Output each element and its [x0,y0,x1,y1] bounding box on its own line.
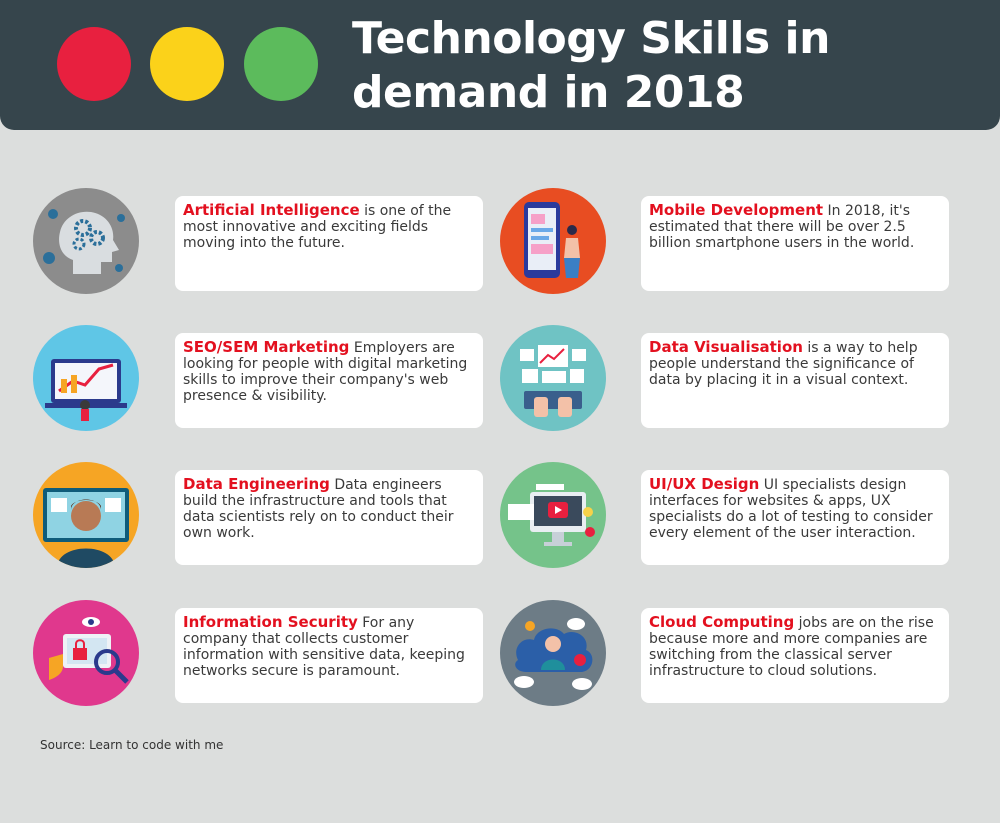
card-data-engineering: Data Engineering Data engineers build th… [175,470,483,565]
card-cloud: Cloud Computing jobs are on the rise bec… [641,608,949,703]
card-info-security: Information Security For any company tha… [175,608,483,703]
card-title: UI/UX Design [649,475,760,493]
title-line-1: Technology Skills in [352,13,830,64]
card-text: is a way to help people understand the s… [649,340,918,388]
card-text: Data engineers build the infrastructure … [183,477,454,541]
cloud-network-icon [500,600,606,706]
card-mobile: Mobile Development In 2018, it's estimat… [641,196,949,291]
header-bar: Technology Skills in demand in 2018 [0,0,1000,130]
card-title: Information Security [183,613,358,631]
card-dataviz: Data Visualisation is a way to help peop… [641,333,949,428]
dashboard-keyboard-icon [500,325,606,431]
card-title: Data Engineering [183,475,330,493]
card-text: UI specialists design interfaces for web… [649,477,933,541]
card-title: Data Visualisation [649,338,803,356]
page-title: Technology Skills in demand in 2018 [352,12,992,120]
smartphone-user-icon [500,188,606,294]
card-text: For any company that collects customer i… [183,615,465,679]
yellow-circle-icon [150,27,224,101]
card-title: Cloud Computing [649,613,795,631]
title-line-2: demand in 2018 [352,67,745,118]
card-uiux: UI/UX Design UI specialists design inter… [641,470,949,565]
green-circle-icon [244,27,318,101]
video-monitor-icon [500,462,606,568]
card-title: Artificial Intelligence [183,201,360,219]
red-circle-icon [57,27,131,101]
card-text: Employers are looking for people with di… [183,340,468,404]
card-text: is one of the most innovative and exciti… [183,203,452,251]
card-ai: Artificial Intelligence is one of the mo… [175,196,483,291]
engineer-monitor-icon [33,462,139,568]
card-title: SEO/SEM Marketing [183,338,350,356]
card-seo: SEO/SEM Marketing Employers are looking … [175,333,483,428]
marketing-laptop-icon [33,325,139,431]
ai-head-gears-icon [33,188,139,294]
card-title: Mobile Development [649,201,824,219]
security-lock-icon [33,600,139,706]
card-text: jobs are on the rise because more and mo… [649,615,934,679]
card-text: In 2018, it's estimated that there will … [649,203,915,251]
source-note: Source: Learn to code with me [40,738,224,752]
